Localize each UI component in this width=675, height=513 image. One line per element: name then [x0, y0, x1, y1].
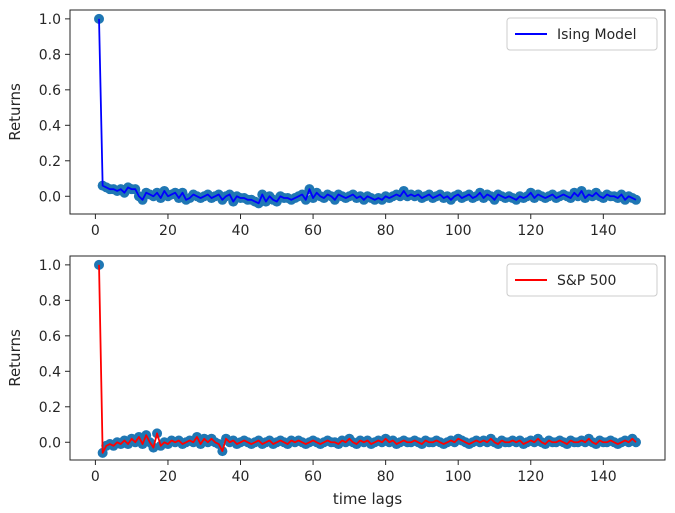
y-tick-label: 0.6: [39, 83, 61, 99]
y-tick-label: 0.2: [39, 154, 61, 170]
x-tick-label: 0: [91, 469, 100, 485]
y-tick-label: 1.0: [39, 12, 61, 28]
subplot-1: 0 20 40 60 80 100 120 140 0.0 0.2 0.4 0.6 0.8 1.0 Retu…: [6, 9, 666, 239]
x-tick-label: 140: [590, 469, 617, 485]
x-tick-label: 40: [232, 223, 250, 239]
subplot-2: 0 20 40 60 80 100 120 140 0.0 0.2 0.4 0.6 0.8 1.0 Retu…: [6, 255, 666, 508]
y-tick-label: 0.6: [39, 329, 61, 345]
x-tick-label: 0: [91, 223, 100, 239]
legend: Ising Model: [506, 17, 658, 51]
x-tick-label: 80: [377, 469, 395, 485]
y-tick-label: 0.0: [39, 189, 61, 205]
y-tick-label: 0.0: [39, 435, 61, 451]
y-axis-label: Returns: [6, 83, 24, 141]
x-tick-label: 20: [159, 223, 177, 239]
y-tick-label: 0.8: [39, 47, 61, 63]
series-line: [98, 18, 637, 205]
x-tick-label: 60: [304, 469, 322, 485]
x-tick-label: 120: [517, 469, 544, 485]
x-tick-label: 80: [377, 223, 395, 239]
y-tick-label: 1.0: [39, 258, 61, 274]
y-axis-label: Returns: [6, 329, 24, 387]
legend-label: Ising Model: [557, 27, 637, 43]
y-tick-label: 0.4: [39, 118, 61, 134]
legend-label: S&P 500: [557, 273, 616, 289]
x-tick-label: 140: [590, 223, 617, 239]
x-tick-label: 100: [445, 469, 472, 485]
legend-box: [506, 263, 658, 297]
x-tick-label: 60: [304, 223, 322, 239]
x-axis-label: time lags: [333, 490, 403, 508]
y-tick-label: 0.4: [39, 364, 61, 380]
x-tick-label: 120: [517, 223, 544, 239]
x-tick-label: 40: [232, 469, 250, 485]
legend-box: [506, 17, 658, 51]
series-line: [98, 264, 637, 454]
x-tick-label: 100: [445, 223, 472, 239]
y-tick-label: 0.2: [39, 400, 61, 416]
y-tick-label: 0.8: [39, 293, 61, 309]
legend: S&P 500: [506, 263, 658, 297]
x-tick-label: 20: [159, 469, 177, 485]
